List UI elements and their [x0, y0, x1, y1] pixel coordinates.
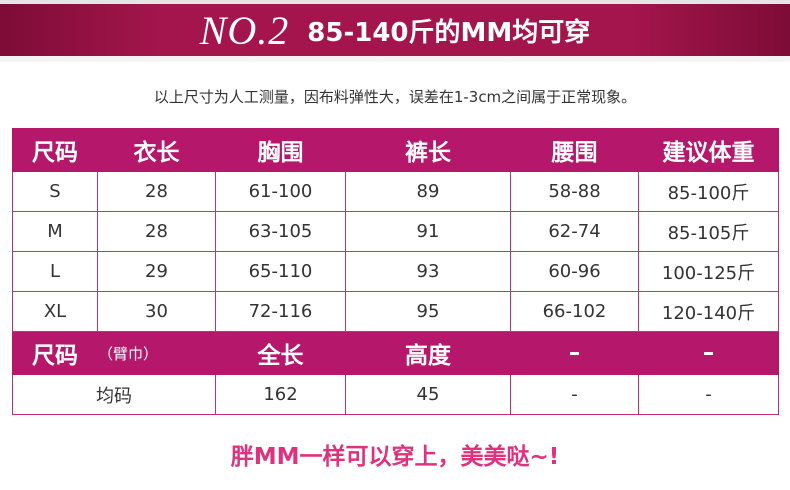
cell: 85-100斤 [638, 171, 779, 212]
cell: 30 [97, 291, 216, 332]
badge: NO.2 [199, 7, 290, 53]
data-row: XL 30 72-116 95 66-102 120-140斤 [12, 291, 779, 332]
cell: - [510, 374, 639, 415]
cell: 72-116 [215, 291, 346, 332]
cell: 58-88 [510, 171, 639, 212]
data-row: M 28 63-105 91 62-74 85-105斤 [12, 211, 779, 252]
size-table: 尺码 衣长 胸围 裤长 腰围 建议体重 S 28 61-100 89 58-88 85-100斤 M 28… [12, 128, 779, 415]
cell: 61-100 [215, 171, 346, 212]
note: 以上尺寸为人工测量，因布料弹性大，误差在1-3cm之间属于正常现象。 [153, 88, 637, 106]
header-cell: （臂巾） [97, 331, 216, 375]
cell: 45 [345, 374, 511, 415]
cell: 66-102 [510, 291, 639, 332]
header-row: 尺码 （臂巾） 全长 高度 – – [12, 331, 779, 375]
header-cell: 全长 [215, 331, 346, 375]
cell: 93 [345, 251, 511, 292]
cell: 162 [215, 374, 346, 415]
header-cell: 尺码 [12, 128, 98, 172]
cell: S [12, 171, 98, 212]
cell: - [638, 374, 779, 415]
cell: 91 [345, 211, 511, 252]
header-cell: 建议体重 [638, 128, 779, 172]
cell: 28 [97, 211, 216, 252]
cell: 60-96 [510, 251, 639, 292]
cell: XL [12, 291, 98, 332]
cell: 28 [97, 171, 216, 212]
cell: 63-105 [215, 211, 346, 252]
cell: L [12, 251, 98, 292]
cell: 120-140斤 [638, 291, 779, 332]
header-cell: 裤长 [345, 128, 511, 172]
header-row: 尺码 衣长 胸围 裤长 腰围 建议体重 [12, 128, 779, 172]
data-row: L 29 65-110 93 60-96 100-125斤 [12, 251, 779, 292]
cell: 89 [345, 171, 511, 212]
header-cell: 衣长 [97, 128, 216, 172]
cell: 100-125斤 [638, 251, 779, 292]
title: 85-140斤的MM均可穿 [307, 17, 591, 48]
cell: M [12, 211, 98, 252]
cell: 均码 [12, 374, 216, 415]
header-cell: – [638, 331, 779, 375]
header-cell: 腰围 [510, 128, 639, 172]
data-row: 均码 162 45- - [12, 374, 779, 415]
data-row: S 28 61-100 89 58-88 85-100斤 [12, 171, 779, 212]
footer: 胖MM一样可以穿上，美美哒~! [230, 444, 560, 470]
header-cell: 尺码 [12, 331, 98, 375]
banner: NO.2 85-140斤的MM均可穿 [0, 0, 790, 62]
cell: 85-105斤 [638, 211, 779, 252]
cell: 95 [345, 291, 511, 332]
cell: 62-74 [510, 211, 639, 252]
header-cell: 胸围 [215, 128, 346, 172]
header-cell: – [510, 331, 639, 375]
header-cell: 高度 [345, 331, 511, 375]
cell: 29 [97, 251, 216, 292]
banner-band: NO.2 85-140斤的MM均可穿 [0, 4, 790, 56]
cell: 65-110 [215, 251, 346, 292]
